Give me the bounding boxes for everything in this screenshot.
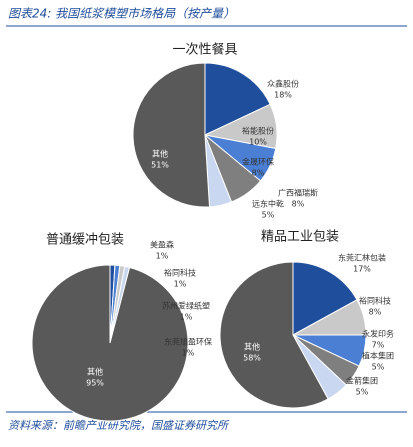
value-label: 10% bbox=[249, 138, 267, 147]
pie-slice bbox=[292, 261, 358, 336]
page-title: 图表24: 我国纸浆模塑市场格局（按产量） bbox=[8, 7, 235, 21]
slice-label: 其他 bbox=[87, 367, 103, 377]
slice-label: 其他 bbox=[152, 149, 168, 159]
pie-slice bbox=[31, 264, 189, 422]
chart-title: 精品工业包装 bbox=[261, 230, 339, 245]
slice-label: 裕同科技 bbox=[359, 296, 391, 306]
slice-label: 众鑫股份 bbox=[267, 79, 299, 89]
value-label: 58% bbox=[243, 354, 261, 363]
slice-label: 苏州爱绿纸塑 bbox=[162, 301, 210, 311]
value-label: 5% bbox=[372, 363, 385, 372]
value-label: 1% bbox=[180, 313, 193, 322]
value-label: 1% bbox=[182, 349, 195, 358]
slice-label: 金晟环保 bbox=[242, 157, 274, 167]
slice-label: 裕同科技 bbox=[164, 268, 196, 278]
slice-label: 金箭集团 bbox=[346, 376, 378, 386]
chart-title: 普通缓冲包装 bbox=[46, 233, 124, 248]
slice-label: 东莞旭盈环保 bbox=[164, 337, 212, 347]
value-label: 1% bbox=[156, 252, 169, 261]
slice-label: 裕能股份 bbox=[242, 126, 274, 136]
slice-label: 其他 bbox=[244, 342, 260, 352]
pie-slice bbox=[132, 62, 211, 208]
slice-label: 远东中乾 bbox=[252, 199, 284, 209]
value-label: 8% bbox=[369, 308, 382, 317]
value-label: 1% bbox=[174, 280, 187, 289]
slice-label: 植本集团 bbox=[362, 351, 394, 361]
value-label: 7% bbox=[372, 341, 385, 350]
value-label: 5% bbox=[356, 388, 369, 397]
value-label: 17% bbox=[353, 265, 371, 274]
pie-slice bbox=[204, 62, 271, 136]
value-label: 95% bbox=[86, 379, 104, 388]
slice-label: 美盈森 bbox=[150, 240, 174, 250]
value-label: 5% bbox=[262, 211, 275, 220]
value-label: 8% bbox=[252, 169, 265, 178]
slice-label: 广西福瑞斯 bbox=[278, 188, 318, 198]
source: 资料来源：前瞻产业研究院，国盛证券研究所 bbox=[8, 419, 230, 432]
value-label: 8% bbox=[292, 200, 305, 209]
slice-label: 东莞汇林包装 bbox=[338, 253, 386, 263]
value-label: 18% bbox=[274, 91, 292, 100]
slice-label: 永发印务 bbox=[362, 329, 394, 339]
pie-slice bbox=[219, 261, 329, 409]
chart-title: 一次性餐具 bbox=[172, 42, 237, 58]
value-label: 51% bbox=[151, 161, 169, 170]
